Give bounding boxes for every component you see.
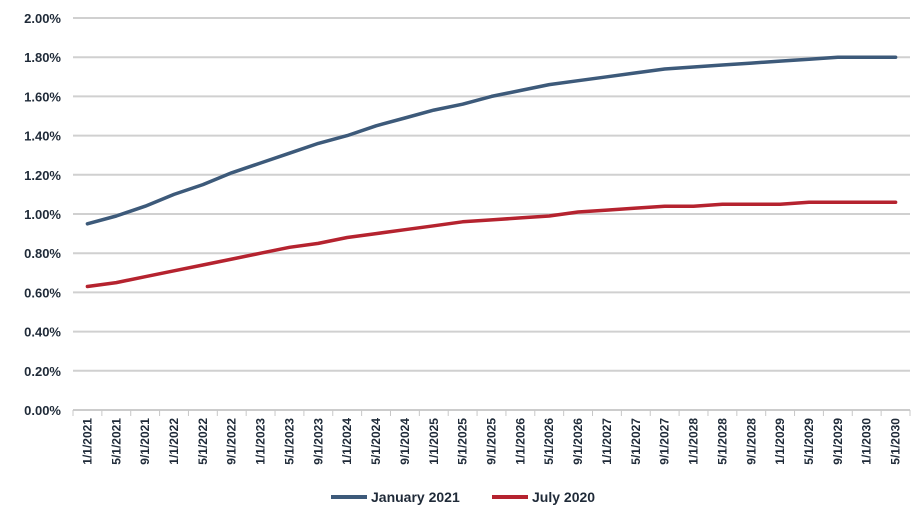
legend-label: January 2021 [371,489,460,505]
x-tick-label: 5/1/2024 [369,418,383,465]
x-tick-label: 9/1/2028 [744,418,758,465]
series-line [85,55,898,226]
x-tick-label: 1/1/2026 [513,418,527,465]
x-tick-label: 5/1/2023 [282,418,296,465]
x-tick-label: 9/1/2024 [398,418,412,465]
x-tick-label: 9/1/2029 [831,418,845,465]
y-tick-label: 0.60% [24,285,61,300]
x-tick-label: 9/1/2026 [571,418,585,465]
x-tick-label: 5/1/2028 [715,418,729,465]
x-tick-label: 5/1/2030 [889,418,903,465]
x-tick-label: 5/1/2029 [802,418,816,465]
y-tick-label: 2.00% [24,11,61,26]
x-tick-label: 1/1/2027 [600,418,614,465]
legend: January 2021 July 2020 [331,489,595,505]
x-axis [72,409,911,416]
y-tick-label: 1.20% [24,168,61,183]
x-tick-label: 1/1/2028 [687,418,701,465]
x-tick-label: 9/1/2021 [138,418,152,465]
x-tick-label: 1/1/2024 [340,418,354,465]
y-tick-label: 0.20% [24,364,61,379]
gridlines [73,17,910,411]
y-tick-label: 1.80% [24,50,61,65]
series-lines [85,55,898,289]
y-tick-label: 0.40% [24,325,61,340]
y-tick-label: 1.40% [24,129,61,144]
x-tick-label: 1/1/2021 [80,418,94,465]
x-tick-label: 5/1/2022 [196,418,210,465]
x-tick-label: 9/1/2025 [485,418,499,465]
x-tick-label: 1/1/2029 [773,418,787,465]
x-tick-label: 1/1/2030 [860,418,874,465]
x-tick-label: 1/1/2025 [427,418,441,465]
x-tick-label: 9/1/2023 [311,418,325,465]
y-tick-label: 0.80% [24,246,61,261]
y-tick-label: 0.00% [24,403,61,418]
x-tick-label: 5/1/2025 [456,418,470,465]
y-tick-label: 1.00% [24,207,61,222]
x-tick-label: 5/1/2021 [109,418,123,465]
y-axis-tick-labels: 0.00% 0.20% 0.40% 0.60% 0.80% 1.00% 1.20% 1.40%… [24,11,61,418]
series-line [85,200,898,289]
x-tick-label: 9/1/2022 [225,418,239,465]
x-tick-label: 9/1/2027 [658,418,672,465]
legend-label: July 2020 [532,489,595,505]
x-tick-label: 1/1/2023 [254,418,268,465]
x-axis-tick-labels: 1/1/2021 5/1/2021 9/1/2021 1/1/2022 5/1/2022… [80,418,902,465]
x-tick-label: 5/1/2027 [629,418,643,465]
x-tick-label: 5/1/2026 [542,418,556,465]
x-tick-label: 1/1/2022 [167,418,181,465]
y-tick-label: 1.60% [24,89,61,104]
